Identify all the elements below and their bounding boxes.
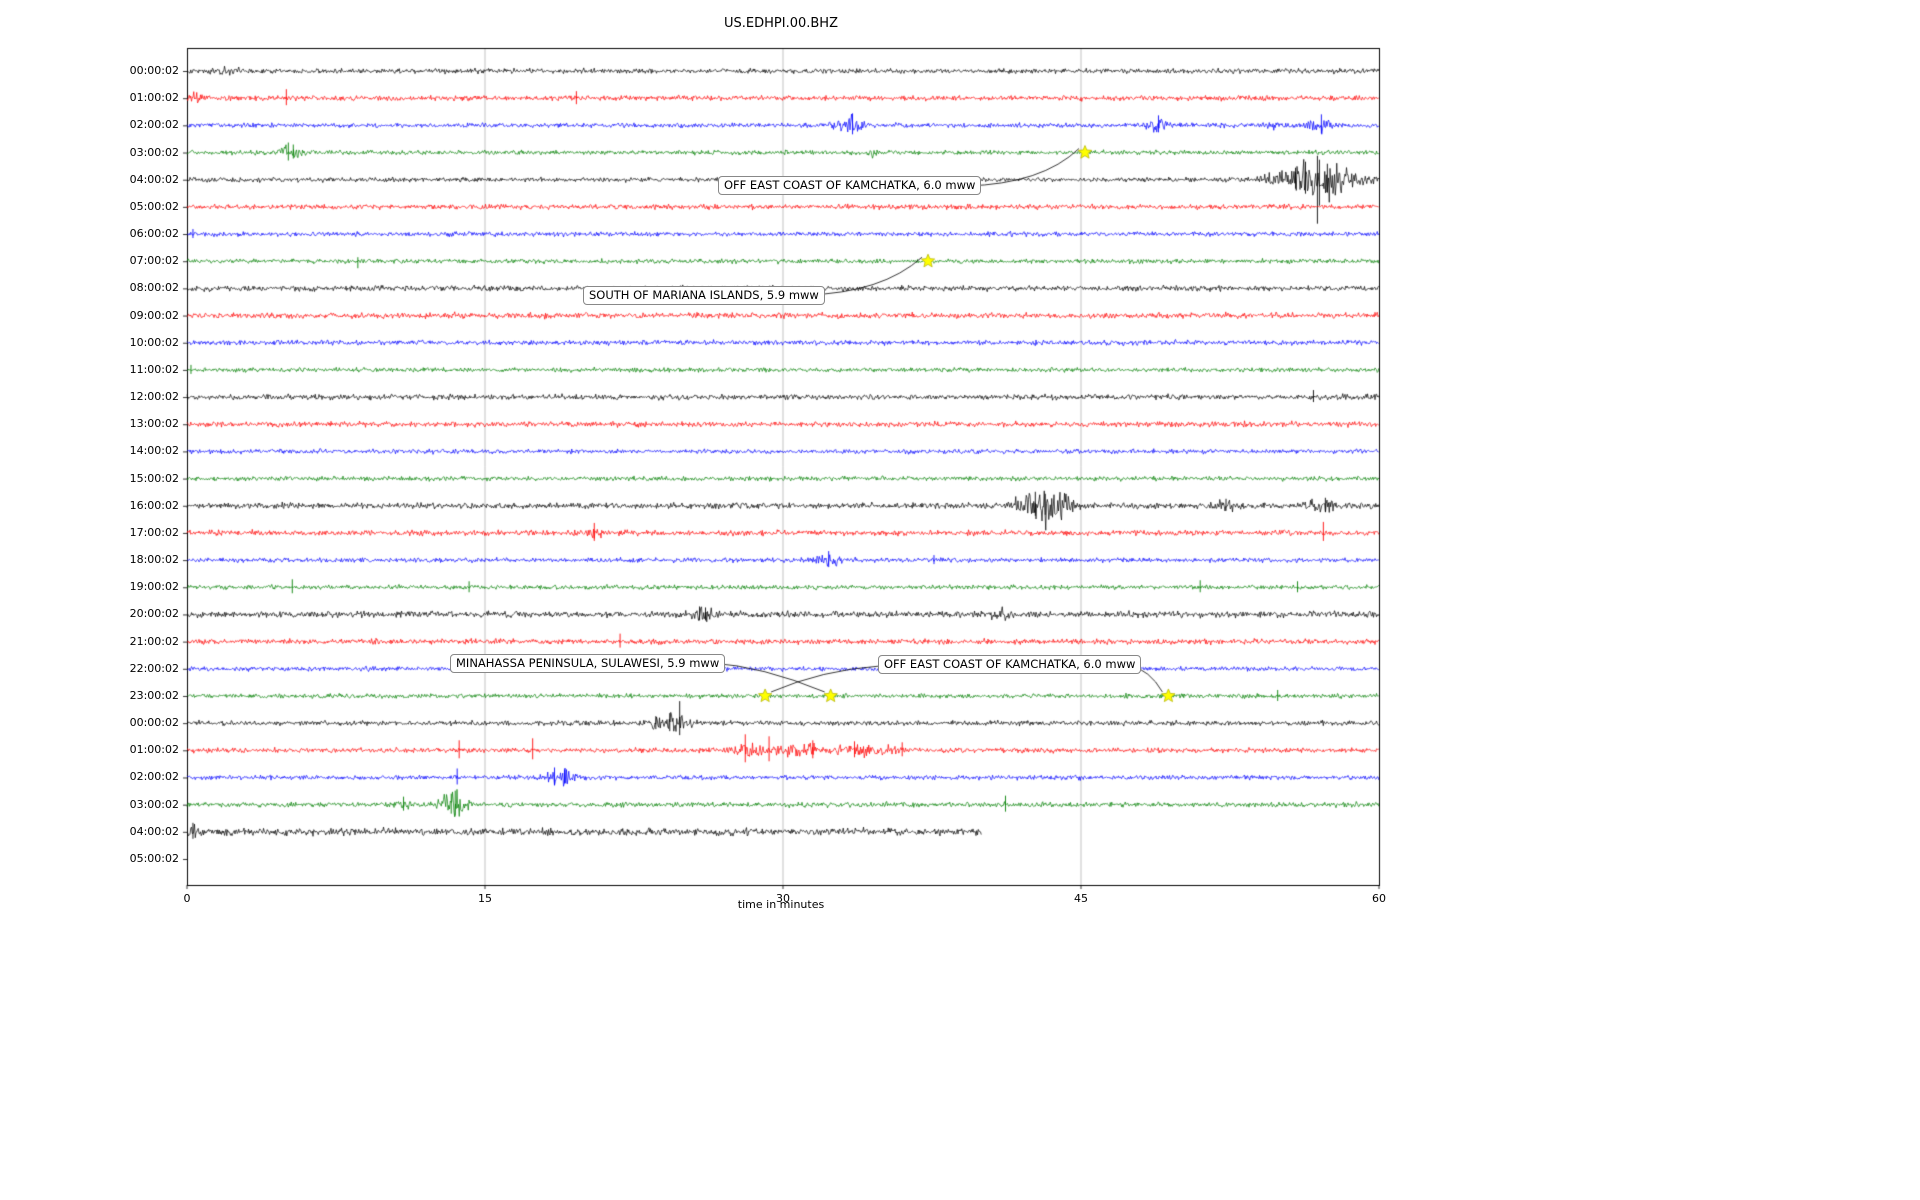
row-time-label: 18:00:02	[129, 553, 179, 567]
x-tick-label: 45	[1074, 892, 1088, 905]
row-time-label: 10:00:02	[129, 335, 179, 349]
event-label-mariana: SOUTH OF MARIANA ISLANDS, 5.9 mww	[583, 286, 825, 305]
row-time-label: 03:00:02	[129, 145, 179, 159]
row-time-label: 01:00:02	[129, 743, 179, 757]
row-time-label: 16:00:02	[129, 498, 179, 512]
row-time-label: 21:00:02	[129, 634, 179, 648]
row-time-label: 02:00:02	[129, 118, 179, 132]
chart-title: US.EDHPI.00.BHZ	[724, 16, 838, 31]
row-time-label: 07:00:02	[129, 254, 179, 268]
event-label-minahassa: MINAHASSA PENINSULA, SULAWESI, 5.9 mww	[450, 654, 726, 673]
row-time-label: 09:00:02	[129, 308, 179, 322]
row-time-label: 03:00:02	[129, 797, 179, 811]
row-time-label: 00:00:02	[129, 64, 179, 77]
row-time-label: 01:00:02	[129, 91, 179, 105]
row-time-label: 05:00:02	[129, 199, 179, 213]
row-time-label: 11:00:02	[129, 362, 179, 376]
row-time-label: 14:00:02	[129, 444, 179, 458]
row-time-label: 13:00:02	[129, 417, 179, 431]
row-time-label: 23:00:02	[129, 688, 179, 702]
row-time-label: 17:00:02	[129, 525, 179, 539]
row-time-label: 20:00:02	[129, 607, 179, 621]
event-label-kamchatka-2: OFF EAST COAST OF KAMCHATKA, 6.0 mww	[878, 655, 1142, 674]
x-tick-label: 0	[183, 892, 191, 905]
row-time-label: 08:00:02	[129, 281, 179, 295]
row-time-label: 19:00:02	[129, 580, 179, 594]
row-time-label: 02:00:02	[129, 770, 179, 784]
row-time-label: 15:00:02	[129, 471, 179, 485]
x-axis-label: time in minutes	[737, 898, 825, 911]
row-time-label: 00:00:02	[129, 716, 179, 730]
row-time-label: 06:00:02	[129, 227, 179, 241]
x-tick-label: 30	[776, 892, 790, 905]
row-time-label: 04:00:02	[129, 172, 179, 186]
event-label-kamchatka-1: OFF EAST COAST OF KAMCHATKA, 6.0 mww	[718, 176, 982, 195]
row-time-label: 04:00:02	[129, 824, 179, 838]
row-time-label: 05:00:02	[129, 851, 179, 865]
x-tick-label: 15	[478, 892, 492, 905]
row-time-label: 22:00:02	[129, 661, 179, 675]
x-tick-label: 60	[1372, 892, 1386, 905]
row-time-label: 12:00:02	[129, 390, 179, 404]
